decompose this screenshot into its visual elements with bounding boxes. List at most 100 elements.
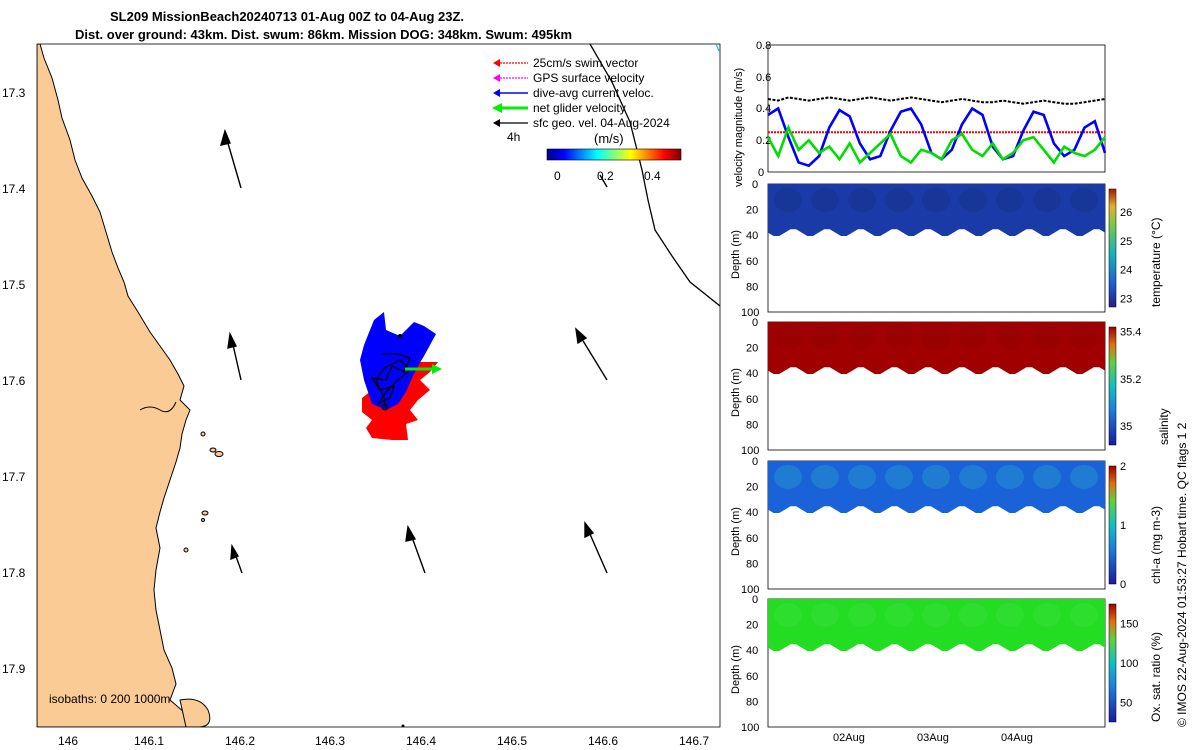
colorbar-tick: 50 — [1120, 697, 1132, 709]
section-patch — [996, 188, 1024, 212]
colorbar-title: (m/s) — [594, 131, 624, 146]
legend-label: dive-avg current veloc. — [533, 86, 654, 100]
colorbar-tick: 0 — [554, 169, 561, 183]
section-ytick: 20 — [746, 620, 758, 632]
colorbar-tick: 26 — [1120, 207, 1132, 219]
map-y-tick: 17.7 — [2, 470, 26, 484]
section-patch — [885, 603, 913, 627]
river-inlet — [139, 401, 177, 413]
section-patch — [885, 465, 913, 489]
map-x-tick: 146.3 — [315, 734, 345, 748]
section-patch — [1070, 465, 1098, 489]
island — [201, 510, 209, 516]
map-legend: 25cm/s swim vector GPS surface velocity … — [492, 56, 682, 183]
section-ytick: 0 — [752, 594, 758, 606]
map-x-tick: 146.6 — [588, 734, 618, 748]
section-patch — [774, 603, 802, 627]
section-patch — [1070, 188, 1098, 212]
map-x-tick: 146.4 — [406, 734, 436, 748]
colorbar-label: salinity — [1157, 408, 1171, 445]
legend-item-net: net glider velocity — [492, 101, 626, 115]
section-patch — [959, 603, 987, 627]
geo-arrow — [584, 521, 608, 574]
section-panel-3: 0 20 40 60 80 100 Depth (m) 0 1 2 chl-a (mg m-3) — [730, 456, 1163, 596]
time-x-tick: 04Aug — [1001, 732, 1033, 744]
geo-arrow — [227, 331, 242, 381]
map-x-tick: 146 — [58, 734, 78, 748]
velocity-ytick: 0 — [758, 167, 764, 179]
colorbar-tick: 2 — [1120, 461, 1126, 473]
section-patch — [811, 188, 839, 212]
section-patch — [1033, 603, 1061, 627]
map-y-tick: 17.5 — [2, 278, 26, 292]
section-patch — [996, 465, 1024, 489]
section-patch — [959, 326, 987, 350]
velocity-series — [766, 96, 1107, 168]
legend-item-swim: 25cm/s swim vector — [493, 56, 638, 70]
section-patch — [885, 326, 913, 350]
section-patch — [996, 603, 1024, 627]
legend-label: GPS surface velocity — [533, 71, 644, 85]
time-x-axis: 02Aug 03Aug 04Aug — [833, 732, 1033, 744]
section-ytick: 80 — [746, 281, 758, 293]
section-ytick: 80 — [746, 558, 758, 570]
map-y-tick: 17.3 — [2, 86, 26, 100]
section-ytick: 40 — [746, 507, 758, 519]
section-patch — [774, 326, 802, 350]
section-colorbar — [1108, 603, 1117, 723]
map-x-tick: 146.1 — [134, 734, 164, 748]
section-ytick: 0 — [752, 456, 758, 468]
section-patch — [1033, 465, 1061, 489]
section-panel-1: 0 20 40 60 80 100 Depth (m) 23 24 25 26 temperature… — [730, 179, 1163, 319]
section-patch — [774, 465, 802, 489]
section-ylabel: Depth (m) — [730, 368, 742, 417]
glider-position — [381, 403, 389, 411]
map-y-tick: 17.9 — [2, 662, 26, 676]
map-panel: 25cm/s swim vector GPS surface velocity … — [2, 43, 721, 748]
section-ytick: 80 — [746, 419, 758, 431]
time-x-tick: 02Aug — [833, 732, 865, 744]
velocity-ytick: 0.4 — [756, 103, 771, 115]
map-y-tick: 17.4 — [2, 182, 26, 196]
map-y-tick: 17.8 — [2, 566, 26, 580]
colorbar-tick: 25 — [1120, 236, 1132, 248]
legend-label: sfc geo. vel. 04-Aug-2024 — [533, 116, 670, 130]
section-panel-2: 0 20 40 60 80 100 Depth (m) 35 35.2 35.4 salinity — [730, 317, 1171, 457]
map-frame — [36, 43, 721, 728]
speed-colorbar — [546, 148, 682, 161]
velocity-panel: velocity magnitude (m/s) 0.8 0.6 0.4 0.2… — [733, 40, 1107, 187]
section-patch — [848, 326, 876, 350]
colorbar-label: Ox. sat. ratio (%) — [1149, 632, 1163, 722]
section-patch — [959, 188, 987, 212]
legend-4h: 4h — [507, 130, 520, 144]
section-patch — [1070, 326, 1098, 350]
glider-position — [398, 334, 402, 338]
geo-arrow — [575, 327, 608, 381]
velocity-ytick: 0.6 — [756, 72, 771, 84]
section-ytick: 40 — [746, 230, 758, 242]
legend-label: 25cm/s swim vector — [533, 56, 638, 70]
colorbar-tick: 0 — [1120, 579, 1126, 591]
velocity-line-net-glider-velocity — [766, 124, 1107, 165]
section-ytick: 100 — [741, 722, 759, 734]
section-colorbar — [1108, 326, 1117, 446]
isobath-line — [589, 44, 720, 307]
section-ytick: 0 — [752, 317, 758, 329]
section-ytick: 40 — [746, 645, 758, 657]
colorbar-tick: 1 — [1120, 520, 1126, 532]
section-ytick: 0 — [752, 179, 758, 191]
section-patch — [774, 188, 802, 212]
section-ytick: 60 — [746, 533, 758, 545]
section-field — [768, 184, 1105, 236]
velocity-line-sfc-geo-vel- — [767, 96, 1106, 105]
colorbar-tick: 0.2 — [597, 169, 614, 183]
colorbar-tick: 0.4 — [644, 169, 661, 183]
island — [209, 447, 217, 453]
section-ylabel: Depth (m) — [730, 230, 742, 279]
section-patch — [996, 326, 1024, 350]
coastline-land — [37, 44, 191, 727]
legend-label: net glider velocity — [533, 101, 626, 115]
map-x-tick: 146.2 — [225, 734, 255, 748]
colorbar-label: temperature (°C) — [1149, 218, 1163, 308]
title-line-1: SL209 MissionBeach20240713 01-Aug 00Z to… — [110, 9, 464, 24]
